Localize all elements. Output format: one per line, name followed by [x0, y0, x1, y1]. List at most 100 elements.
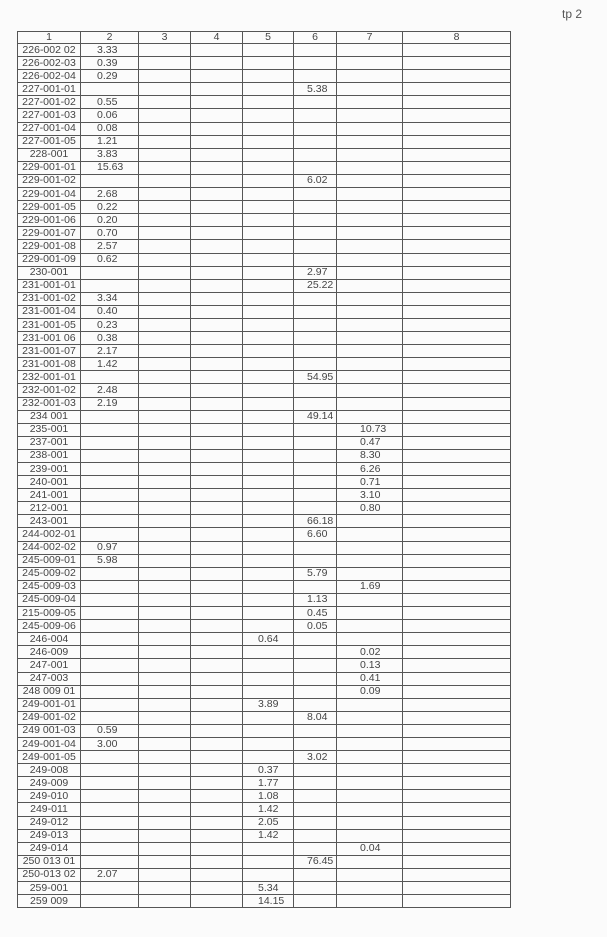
- cell-col-4: [190, 475, 243, 490]
- row-code: 227-001-03: [17, 108, 81, 123]
- cell-col-4: [190, 854, 243, 869]
- cell-col-2: [80, 606, 139, 621]
- cell-col-8: [402, 317, 511, 333]
- cell-col-5: [242, 422, 294, 437]
- cell-col-5: [242, 750, 294, 765]
- row-code: 249-010: [17, 789, 81, 804]
- row-code: 249-013: [17, 828, 81, 843]
- cell-col-5: [242, 370, 294, 385]
- cell-col-3: [138, 265, 191, 280]
- table-row: 247-003 0.41: [17, 671, 511, 686]
- cell-col-6: [293, 187, 337, 202]
- cell-col-3: [138, 671, 191, 686]
- row-code: 229-001-07: [17, 226, 81, 241]
- cell-col-8: [402, 291, 511, 306]
- cell-col-8: [402, 396, 511, 411]
- row-code: 229-001-05: [17, 200, 81, 215]
- cell-col-6: [293, 304, 337, 319]
- table-row: 245-009-04 1.13: [17, 592, 511, 608]
- cell-col-5: [242, 160, 294, 175]
- row-code: 229-001-04: [17, 187, 81, 202]
- cell-col-4: [190, 645, 243, 660]
- cell-col-4: [190, 409, 243, 424]
- cell-col-5: 1.08: [242, 789, 294, 804]
- cell-col-6: 8.04: [293, 710, 337, 725]
- row-code: 241-001: [17, 488, 81, 503]
- cell-col-8: [402, 710, 511, 725]
- cell-col-5: [242, 56, 294, 71]
- cell-col-5: [242, 553, 294, 568]
- cell-col-7: [336, 42, 403, 58]
- cell-col-7: [336, 200, 403, 215]
- table-row: 249-012 2.05: [17, 815, 511, 830]
- cell-col-2: 0.06: [80, 108, 139, 123]
- cell-col-8: [402, 658, 511, 673]
- cell-col-4: [190, 396, 243, 411]
- row-code: 238-001: [17, 448, 81, 464]
- cell-col-7: [336, 880, 403, 896]
- row-code: 249 001-03: [17, 723, 81, 738]
- cell-col-3: [138, 448, 191, 464]
- cell-col-8: [402, 802, 511, 817]
- row-code: 226-002 02: [17, 42, 81, 58]
- cell-col-3: [138, 226, 191, 241]
- cell-col-7: [336, 95, 403, 110]
- cell-col-2: [80, 658, 139, 673]
- table-row: 249-013 1.42: [17, 828, 511, 843]
- cell-col-6: [293, 802, 337, 817]
- column-header-6: 6: [293, 31, 337, 44]
- cell-col-2: [80, 619, 139, 634]
- table-row: 259-001 5.34: [17, 880, 511, 896]
- cell-col-5: [242, 645, 294, 660]
- table-row: 246-004 0.64: [17, 632, 511, 647]
- cell-col-4: [190, 828, 243, 843]
- cell-col-6: 66.18: [293, 514, 337, 529]
- cell-col-5: [242, 723, 294, 738]
- cell-col-7: [336, 514, 403, 529]
- row-code: 249-012: [17, 815, 81, 830]
- cell-col-8: [402, 606, 511, 621]
- cell-col-2: [80, 579, 139, 594]
- cell-col-3: [138, 69, 191, 84]
- cell-col-2: 0.38: [80, 331, 139, 346]
- row-code: 249-011: [17, 802, 81, 817]
- cell-col-5: [242, 121, 294, 136]
- table-row: 250-013 02 2.07: [17, 867, 511, 883]
- cell-col-2: [80, 750, 139, 765]
- cell-col-2: 0.29: [80, 69, 139, 84]
- cell-col-2: [80, 789, 139, 804]
- cell-col-7: [336, 396, 403, 411]
- cell-col-3: [138, 317, 191, 333]
- cell-col-5: 1.77: [242, 776, 294, 791]
- cell-col-8: [402, 645, 511, 660]
- cell-col-5: [242, 579, 294, 594]
- cell-col-3: [138, 422, 191, 437]
- cell-col-6: [293, 475, 337, 490]
- cell-col-7: 6.26: [336, 461, 403, 477]
- cell-col-7: [336, 763, 403, 778]
- cell-col-4: [190, 736, 243, 752]
- cell-col-3: [138, 645, 191, 660]
- table-row: 244-002-01 6.60: [17, 527, 511, 542]
- cell-col-6: [293, 880, 337, 896]
- cell-col-5: [242, 606, 294, 621]
- table-row: 231-001-04 0.40: [17, 304, 511, 319]
- cell-col-5: [242, 278, 294, 293]
- cell-col-3: [138, 108, 191, 123]
- cell-col-8: [402, 723, 511, 738]
- cell-col-3: [138, 841, 191, 856]
- cell-col-4: [190, 82, 243, 97]
- cell-col-6: [293, 42, 337, 58]
- table-row: 249 001-03 0.59: [17, 723, 511, 738]
- cell-col-3: [138, 147, 191, 162]
- table-row: 229-001-07 0.70: [17, 226, 511, 241]
- cell-col-7: [336, 239, 403, 254]
- cell-col-2: [80, 422, 139, 437]
- cell-col-3: [138, 42, 191, 58]
- row-code: 231-001-07: [17, 344, 81, 359]
- cell-col-7: 0.41: [336, 671, 403, 686]
- cell-col-4: [190, 56, 243, 71]
- cell-col-2: [80, 173, 139, 189]
- cell-col-6: [293, 658, 337, 673]
- cell-col-3: [138, 514, 191, 529]
